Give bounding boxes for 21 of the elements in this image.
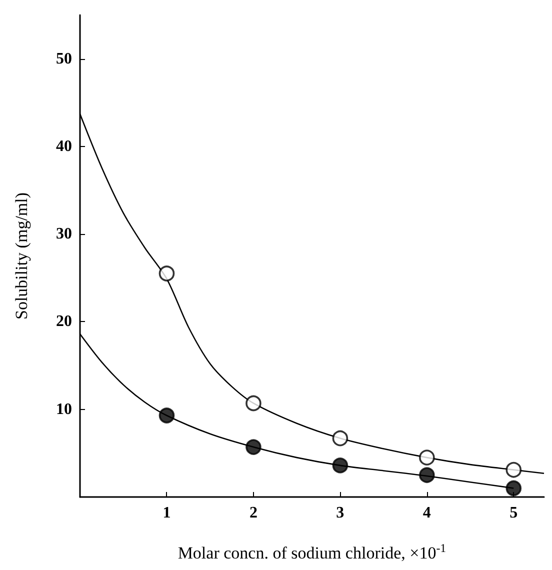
point [332, 430, 348, 446]
point [158, 266, 175, 282]
y-tick-label: 30 [56, 226, 72, 243]
y-tick-label: 40 [56, 138, 72, 155]
point [246, 439, 262, 455]
point [419, 450, 435, 466]
x-tick-label: 2 [249, 504, 258, 522]
x-tick-label: 5 [510, 504, 518, 522]
y-tick-label: 10 [56, 400, 72, 418]
point [332, 458, 348, 474]
point [158, 408, 175, 424]
y-axis-title: Solubility (mg/ml) [12, 192, 31, 320]
point [506, 462, 522, 478]
point [419, 467, 435, 483]
y-tick-label: 50 [56, 50, 72, 68]
x-tick-label: 3 [336, 504, 344, 522]
y-tick-label: 20 [56, 313, 72, 330]
point [246, 395, 262, 412]
point [506, 480, 522, 496]
x-tick-label: 1 [162, 504, 171, 522]
x-tick-label: 4 [422, 504, 431, 522]
